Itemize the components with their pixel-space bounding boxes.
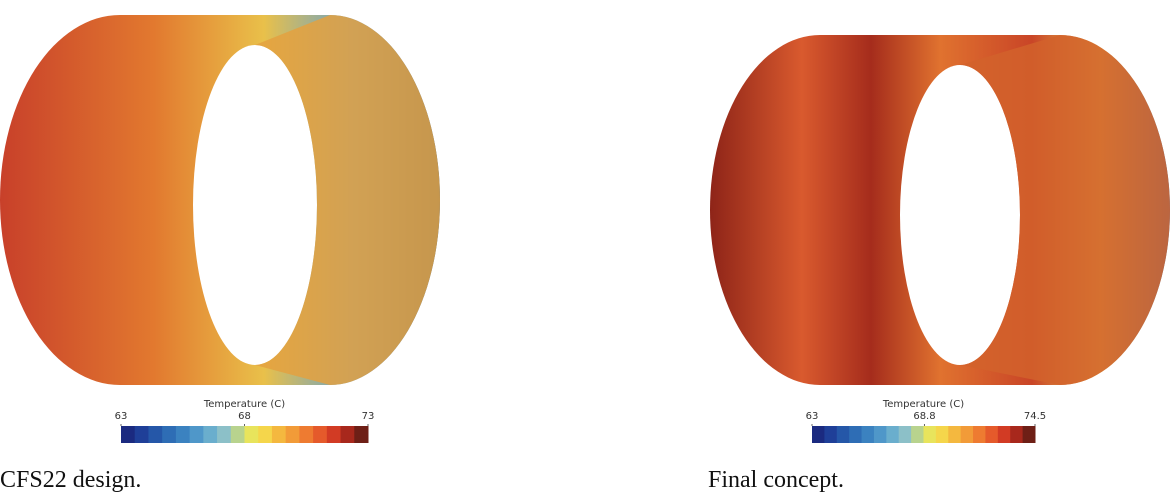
colorbar-title: Temperature (C) xyxy=(203,399,285,410)
figure: Temperature (C) 63 68 73 CFS22 design. Temper… xyxy=(0,0,1170,499)
colorbar-cell xyxy=(354,426,368,443)
colorbar-cell xyxy=(231,426,245,443)
colorbar-cell xyxy=(862,426,875,443)
colorbar-cell xyxy=(341,426,355,443)
colorbar-tick-label: 74.5 xyxy=(1024,411,1046,422)
colorbar-cell xyxy=(911,426,924,443)
colorbar-cell xyxy=(190,426,204,443)
caption: Final concept. xyxy=(708,467,844,493)
colorbar-cell xyxy=(924,426,937,443)
colorbar-cell xyxy=(217,426,231,443)
colorbar-cell xyxy=(812,426,825,443)
colorbar-cell xyxy=(313,426,327,443)
colorbar-cell xyxy=(135,426,149,443)
colorbar-cell xyxy=(824,426,837,443)
colorbar-tick-label: 63 xyxy=(115,411,128,422)
colorbar-title: Temperature (C) xyxy=(882,399,964,410)
colorbar-cell xyxy=(176,426,190,443)
colorbar-cell xyxy=(245,426,259,443)
colorbar-cell xyxy=(1010,426,1023,443)
colorbar-cell xyxy=(948,426,961,443)
colorbar-tick-label: 63 xyxy=(806,411,819,422)
colorbar-cell xyxy=(148,426,162,443)
colorbar-cell xyxy=(327,426,341,443)
colorbar-cell xyxy=(1023,426,1036,443)
colorbar-cell xyxy=(272,426,286,443)
colorbar-tick-label: 73 xyxy=(362,411,375,422)
colorbar-cell xyxy=(121,426,135,443)
colorbar-cell xyxy=(286,426,300,443)
colorbar-cell xyxy=(203,426,217,443)
caption: CFS22 design. xyxy=(0,467,141,493)
colorbar-cell xyxy=(837,426,850,443)
colorbar-cell xyxy=(162,426,176,443)
colorbar-cell xyxy=(874,426,887,443)
colorbar-cell xyxy=(973,426,986,443)
colorbar-cell xyxy=(849,426,862,443)
colorbar-cell xyxy=(899,426,912,443)
cylinder-left xyxy=(0,15,440,385)
colorbar-cell xyxy=(886,426,899,443)
colorbar-cell xyxy=(985,426,998,443)
cylinder-right xyxy=(710,35,1170,385)
colorbar-tick-label: 68 xyxy=(238,411,251,422)
colorbar-cell xyxy=(998,426,1011,443)
colorbar-cell xyxy=(961,426,974,443)
colorbar-tick-label: 68.8 xyxy=(913,411,935,422)
colorbar-cell xyxy=(258,426,272,443)
colorbar-cell xyxy=(299,426,313,443)
colorbar-cell xyxy=(936,426,949,443)
